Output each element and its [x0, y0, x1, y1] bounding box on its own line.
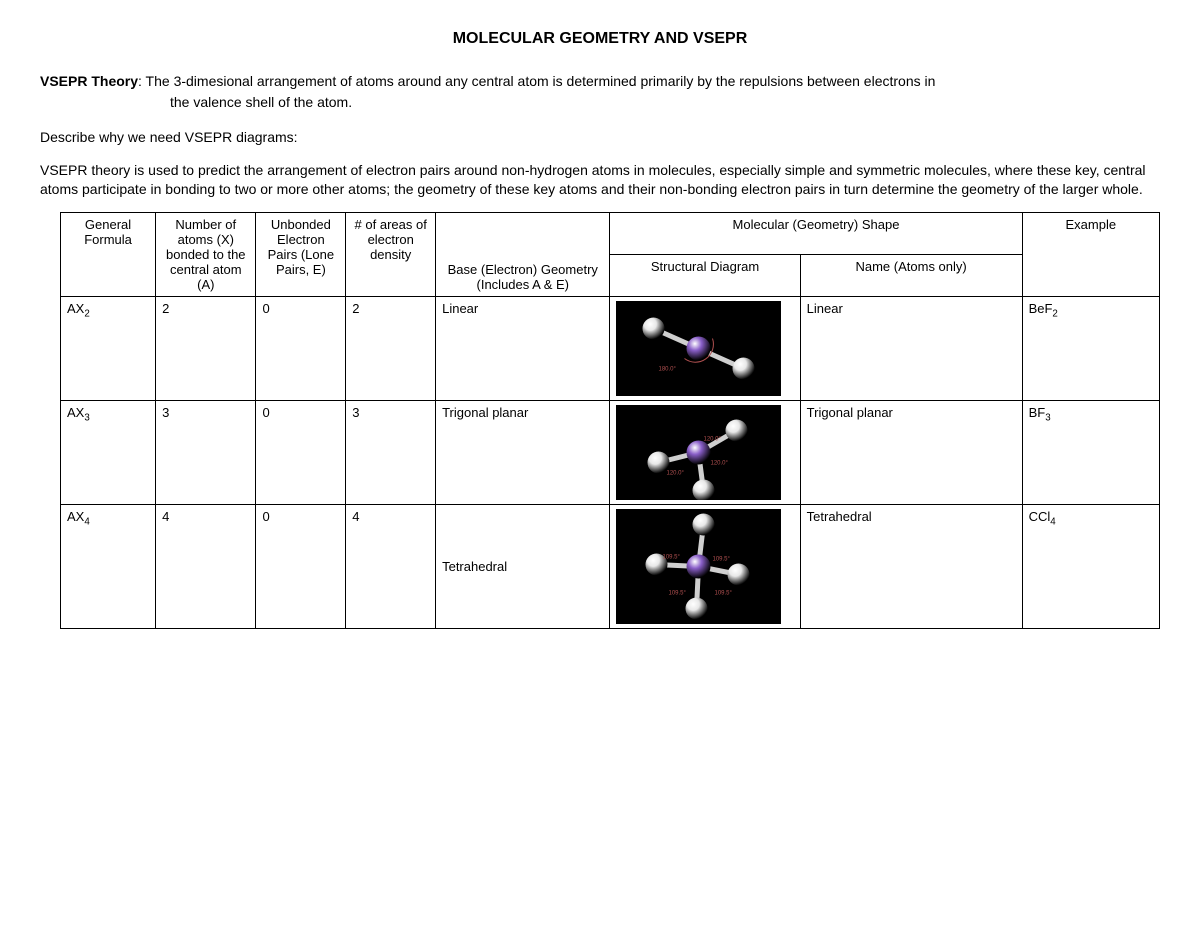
cell-example: BF3 — [1022, 401, 1159, 505]
svg-text:109.5°: 109.5° — [715, 591, 733, 597]
theory-line-2: the valence shell of the atom. — [40, 93, 1160, 112]
cell-lone: 0 — [256, 297, 346, 401]
molecule-diagram-trigonal_planar: 120.0° 120.0° 120.0° — [616, 405, 781, 500]
table-row: AX2 2 0 2 Linear 180.0° Linear BeF2 — [61, 297, 1160, 401]
th-shape-group: Molecular (Geometry) Shape — [610, 213, 1022, 255]
cell-shape-name: Linear — [800, 297, 1022, 401]
cell-base-geom: Tetrahedral — [436, 505, 610, 629]
cell-shape-name: Tetrahedral — [800, 505, 1022, 629]
th-name: Name (Atoms only) — [800, 255, 1022, 297]
explain-text: VSEPR theory is used to predict the arra… — [40, 161, 1160, 199]
th-example: Example — [1022, 213, 1159, 297]
cell-shape-name: Trigonal planar — [800, 401, 1022, 505]
cell-example: CCl4 — [1022, 505, 1159, 629]
th-general: General Formula — [61, 213, 156, 297]
svg-text:109.5°: 109.5° — [663, 555, 681, 561]
cell-diagram: 109.5° 109.5° 109.5° 109.5° — [610, 505, 800, 629]
table-row: AX3 3 0 3 Trigonal planar — [61, 401, 1160, 505]
cell-areas: 2 — [346, 297, 436, 401]
th-bonded: Number of atoms (X) bonded to the centra… — [156, 213, 256, 297]
cell-diagram: 180.0° — [610, 297, 800, 401]
cell-bonded: 3 — [156, 401, 256, 505]
svg-text:109.5°: 109.5° — [669, 591, 687, 597]
vsepr-table: General Formula Number of atoms (X) bond… — [60, 212, 1160, 629]
cell-example: BeF2 — [1022, 297, 1159, 401]
th-areas: # of areas of electron density — [346, 213, 436, 297]
cell-formula: AX3 — [61, 401, 156, 505]
cell-formula: AX2 — [61, 297, 156, 401]
page-title: MOLECULAR GEOMETRY AND VSEPR — [40, 30, 1160, 48]
th-lone: Unbonded Electron Pairs (Lone Pairs, E) — [256, 213, 346, 297]
theory-line-1: VSEPR Theory: The 3-dimesional arrangeme… — [40, 72, 1160, 91]
th-base: Base (Electron) Geometry (Includes A & E… — [436, 213, 610, 297]
svg-text:180.0°: 180.0° — [659, 367, 677, 373]
cell-lone: 0 — [256, 401, 346, 505]
cell-diagram: 120.0° 120.0° 120.0° — [610, 401, 800, 505]
svg-text:120.0°: 120.0° — [704, 437, 722, 443]
molecule-diagram-linear: 180.0° — [616, 301, 781, 396]
th-structural: Structural Diagram — [610, 255, 800, 297]
molecule-diagram-tetrahedral: 109.5° 109.5° 109.5° 109.5° — [616, 509, 781, 624]
table-row: AX4 4 0 4 Tetrahedral — [61, 505, 1160, 629]
cell-areas: 3 — [346, 401, 436, 505]
theory-label: VSEPR Theory — [40, 73, 138, 89]
cell-areas: 4 — [346, 505, 436, 629]
svg-text:120.0°: 120.0° — [667, 471, 685, 477]
svg-text:109.5°: 109.5° — [713, 557, 731, 563]
cell-lone: 0 — [256, 505, 346, 629]
cell-base-geom: Trigonal planar — [436, 401, 610, 505]
cell-bonded: 4 — [156, 505, 256, 629]
cell-base-geom: Linear — [436, 297, 610, 401]
svg-text:120.0°: 120.0° — [711, 461, 729, 467]
cell-bonded: 2 — [156, 297, 256, 401]
cell-formula: AX4 — [61, 505, 156, 629]
prompt-text: Describe why we need VSEPR diagrams: — [40, 128, 1160, 147]
theory-text-1: : The 3-dimesional arrangement of atoms … — [138, 73, 935, 89]
table-header-row-1: General Formula Number of atoms (X) bond… — [61, 213, 1160, 255]
